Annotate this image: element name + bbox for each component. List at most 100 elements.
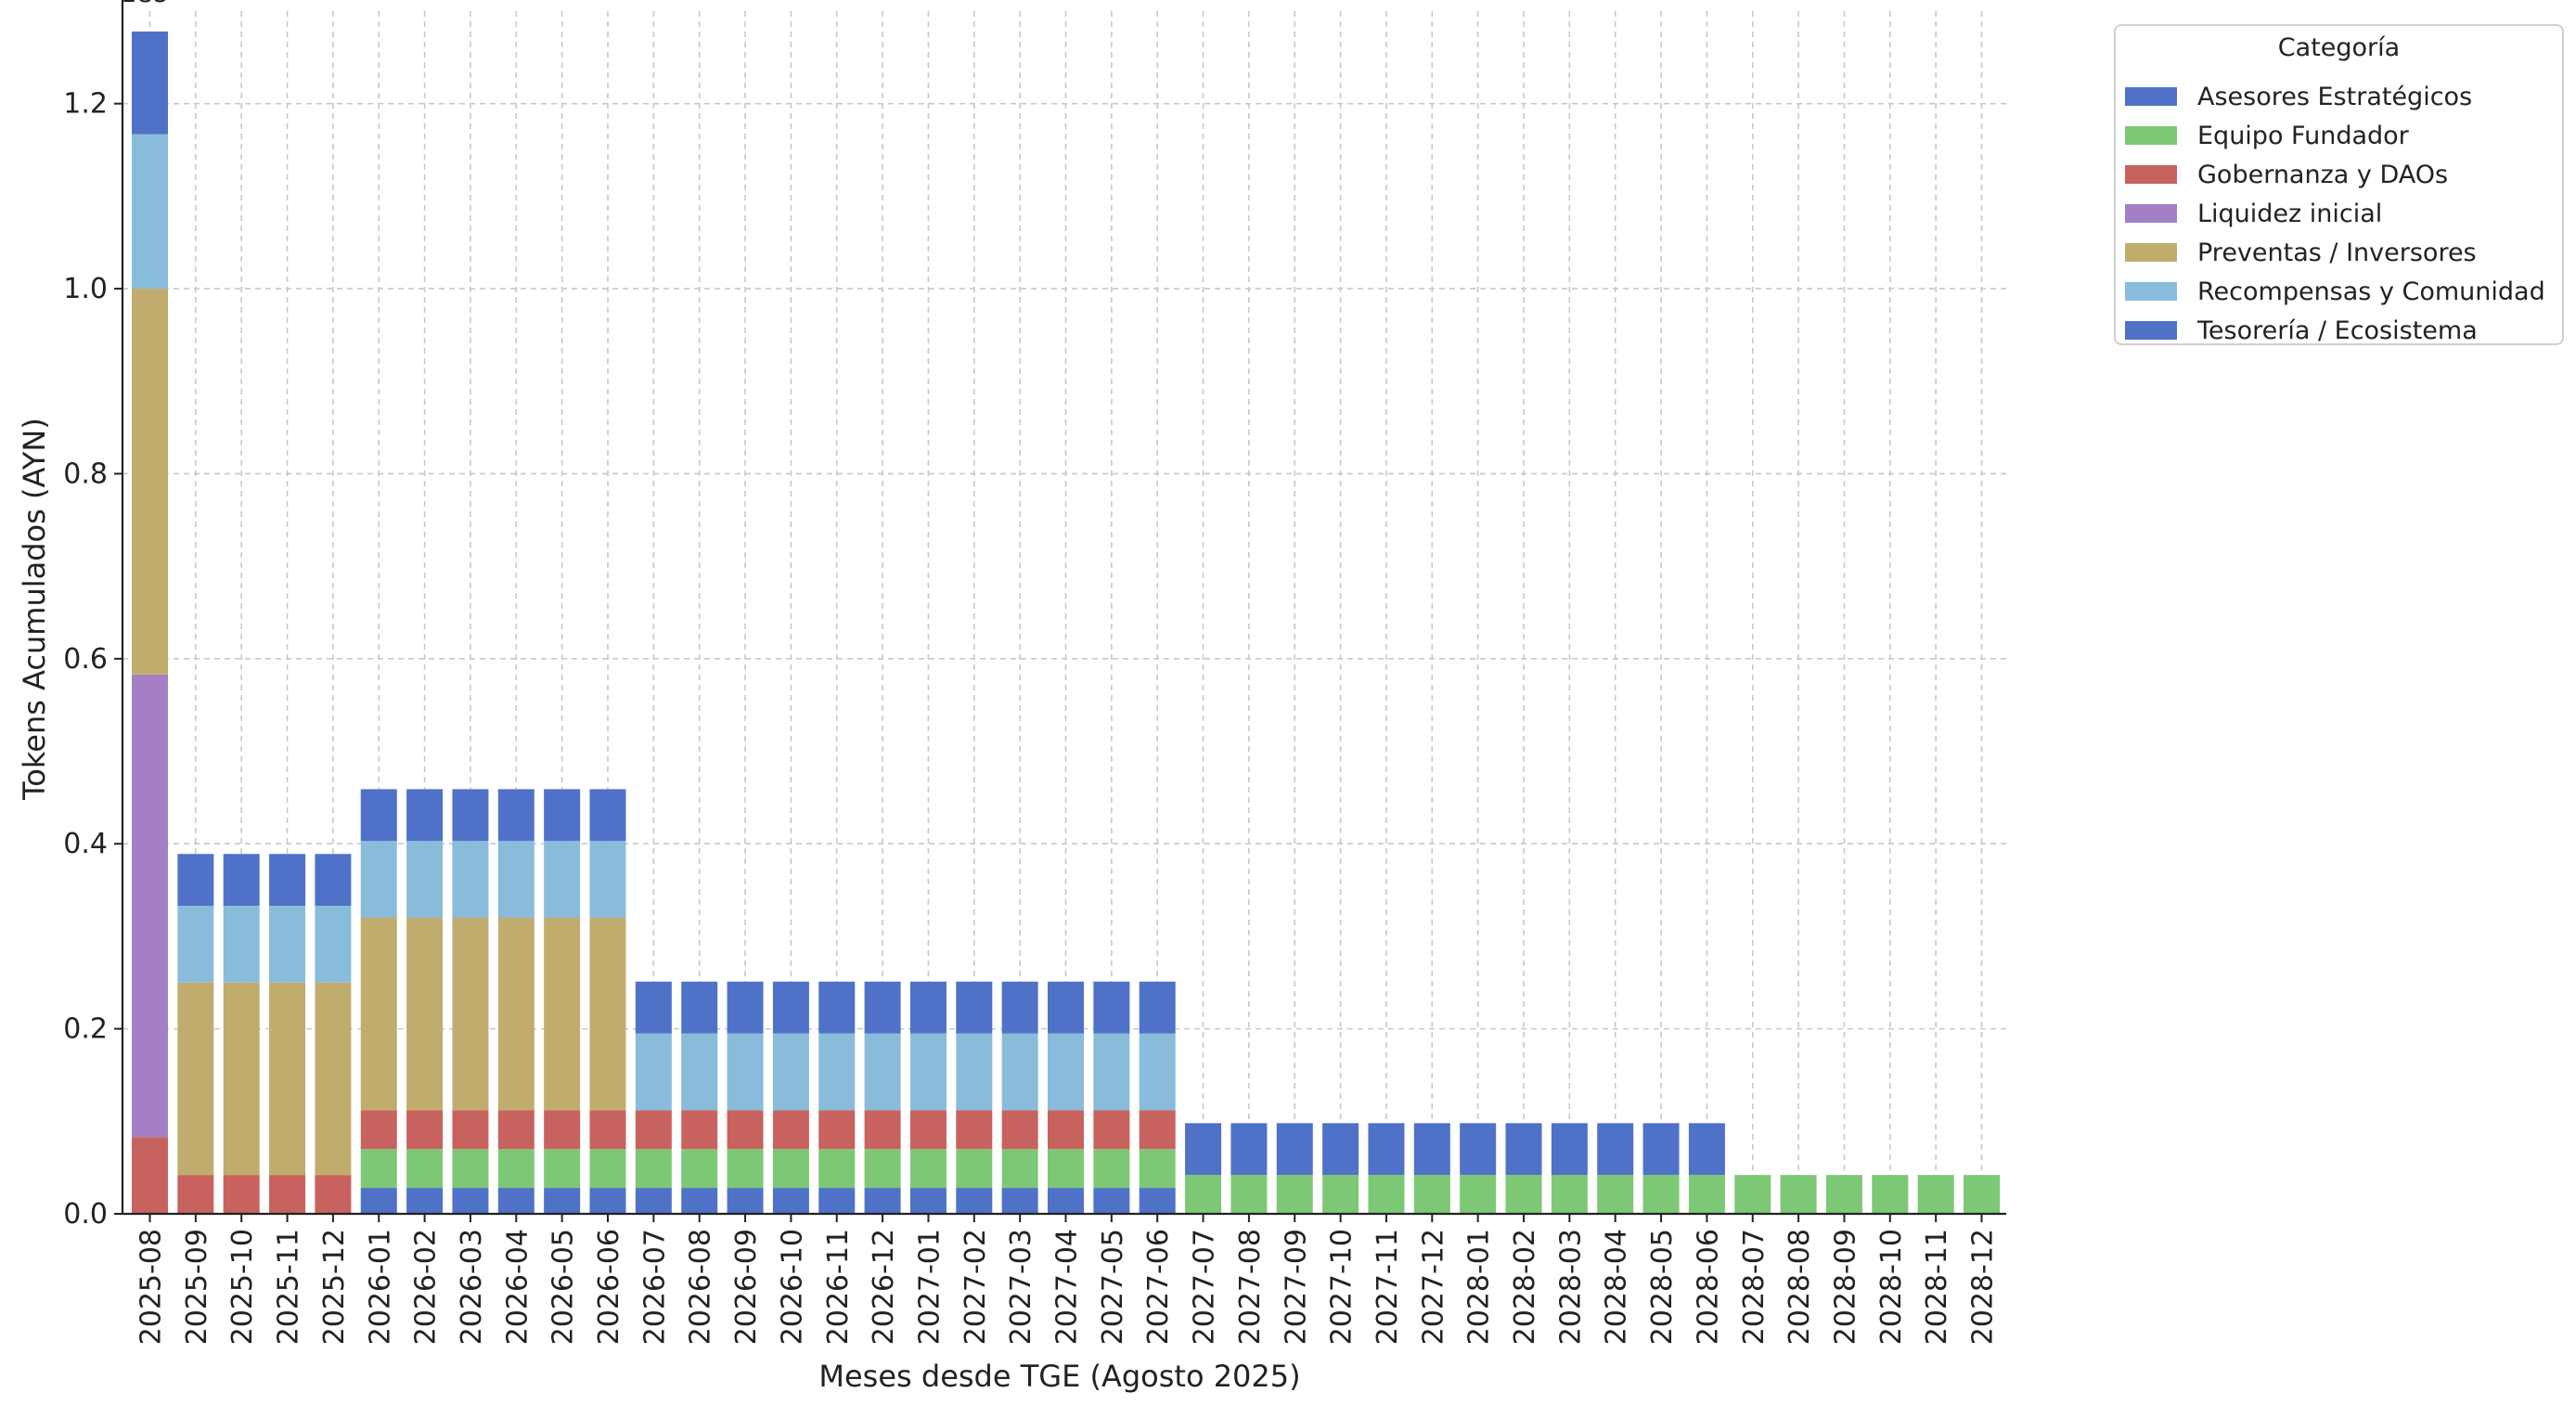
bar-segment <box>635 1110 672 1150</box>
bar-segment <box>1368 1175 1405 1214</box>
bar-segment <box>177 906 214 983</box>
bar-segment <box>1093 1149 1130 1189</box>
bar-segment <box>589 1110 626 1150</box>
bar-segment <box>1001 1149 1038 1189</box>
bar-segment <box>1048 1033 1084 1111</box>
x-tick-label: 2027-07 <box>1189 1229 1221 1345</box>
legend-label: Liquidez inicial <box>2197 199 2383 228</box>
legend-swatch <box>2125 321 2177 340</box>
bar-segment <box>772 1188 809 1214</box>
bar-segment <box>909 981 947 1034</box>
bar-segment <box>452 789 489 842</box>
bar-segment <box>360 789 397 842</box>
x-tick-label: 2027-09 <box>1280 1229 1312 1345</box>
legend-label: Asesores Estratégicos <box>2197 82 2473 111</box>
x-tick-label: 2026-01 <box>364 1229 396 1345</box>
bar-segment <box>1001 1033 1038 1111</box>
x-tick-label: 2026-05 <box>547 1229 580 1345</box>
bar-segment <box>1139 1110 1176 1150</box>
x-tick-label: 2026-03 <box>456 1229 488 1345</box>
bar-segment <box>177 982 214 1176</box>
x-tick-label: 2028-04 <box>1601 1229 1633 1345</box>
bar-segment <box>1460 1175 1497 1214</box>
bar-segment <box>544 1149 581 1189</box>
bar-segment <box>1139 1033 1176 1111</box>
x-tick-label: 2027-12 <box>1417 1229 1449 1345</box>
bar-segment <box>1917 1175 1954 1214</box>
legend-item: Tesorería / Ecosistema <box>2125 312 2478 349</box>
bar-segment <box>223 982 260 1176</box>
x-tick-label: 2028-05 <box>1646 1229 1679 1345</box>
bar-segment <box>132 289 168 675</box>
x-tick-label: 2026-04 <box>501 1229 534 1345</box>
legend-label: Tesorería / Ecosistema <box>2197 316 2478 345</box>
bar-segment <box>223 906 260 983</box>
bar-segment <box>956 1110 993 1150</box>
bar-segment <box>1413 1175 1450 1214</box>
bar-segment <box>497 917 535 1111</box>
bar-segment <box>269 1175 306 1214</box>
bar-segment <box>452 1149 489 1189</box>
bar-segment <box>1642 1123 1680 1176</box>
bar-segment <box>589 1149 626 1189</box>
bar-segment <box>818 1110 856 1150</box>
x-tick-label: 2027-02 <box>960 1229 992 1345</box>
bar-segment <box>1642 1175 1680 1214</box>
bar-segment <box>1139 981 1176 1034</box>
legend-swatch <box>2125 282 2177 301</box>
bar-segment <box>1322 1123 1359 1176</box>
x-tick-label: 2025-10 <box>226 1229 259 1345</box>
legend-item: Asesores Estratégicos <box>2125 78 2472 115</box>
bar-segment <box>589 841 626 918</box>
legend-label: Preventas / Inversores <box>2197 238 2477 267</box>
legend-item: Preventas / Inversores <box>2125 234 2477 271</box>
bar-segment <box>360 841 397 918</box>
x-tick-label: 2028-12 <box>1967 1229 2000 1345</box>
bar-segment <box>727 1188 764 1214</box>
bar-segment <box>315 1175 352 1214</box>
bars-layer <box>132 31 2000 1214</box>
bar-segment <box>1048 1188 1084 1214</box>
bar-segment <box>818 1149 856 1189</box>
bar-segment <box>315 982 352 1176</box>
bar-segment <box>681 1188 718 1214</box>
bar-segment <box>1139 1188 1176 1214</box>
bar-segment <box>1505 1123 1542 1176</box>
bar-segment <box>544 1110 581 1150</box>
bar-segment <box>772 1149 809 1189</box>
bar-segment <box>1185 1175 1222 1214</box>
bar-segment <box>223 1175 260 1214</box>
bar-segment <box>818 981 856 1034</box>
bar-segment <box>406 1149 444 1189</box>
bar-segment <box>909 1110 947 1150</box>
x-tick-label: 2028-07 <box>1738 1229 1771 1345</box>
x-tick-label: 2026-02 <box>410 1229 443 1345</box>
bar-segment <box>1048 981 1084 1034</box>
bar-segment <box>1872 1175 1909 1214</box>
bar-segment <box>864 981 901 1034</box>
bar-segment <box>956 981 993 1034</box>
legend-item: Equipo Fundador <box>2125 117 2409 154</box>
bar-segment <box>909 1188 947 1214</box>
bar-segment <box>452 1110 489 1150</box>
bar-segment <box>269 982 306 1176</box>
legend-label: Equipo Fundador <box>2197 121 2409 150</box>
x-tick-label: 2027-03 <box>1005 1229 1037 1345</box>
bar-segment <box>406 789 444 842</box>
legend-swatch <box>2125 204 2177 223</box>
bar-segment <box>544 917 581 1111</box>
bar-segment <box>864 1110 901 1150</box>
bar-segment <box>1048 1149 1084 1189</box>
y-tick-label: 0.8 <box>63 458 108 490</box>
bar-segment <box>956 1188 993 1214</box>
bar-segment <box>315 854 352 907</box>
x-tick-label: 2027-11 <box>1372 1229 1404 1345</box>
x-axis-label: Meses desde TGE (Agosto 2025) <box>818 1359 1300 1394</box>
bar-segment <box>406 1188 444 1214</box>
bar-segment <box>1597 1123 1634 1176</box>
y-tick-label: 1.2 <box>63 88 108 121</box>
bar-segment <box>589 917 626 1111</box>
bar-segment <box>132 674 168 1138</box>
bar-segment <box>1413 1123 1450 1176</box>
y-tick-label: 0.0 <box>63 1198 108 1231</box>
